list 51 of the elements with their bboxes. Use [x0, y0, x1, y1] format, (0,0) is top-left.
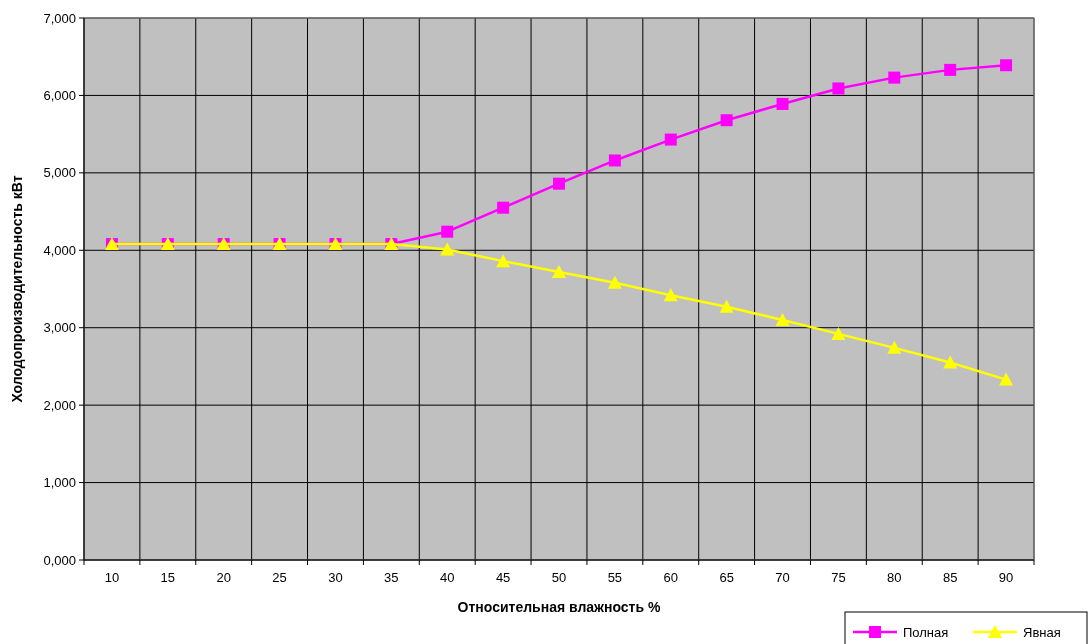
x-tick-label: 20 [216, 570, 231, 585]
point [607, 275, 622, 289]
point [553, 177, 565, 190]
point [943, 355, 958, 369]
x-tick-label: 80 [887, 570, 902, 585]
y-tick-label: 4,000 [43, 242, 76, 258]
point [944, 63, 957, 76]
legend-label: Полная [903, 624, 949, 640]
point [440, 242, 455, 256]
y-tick-label: 5,000 [43, 165, 76, 181]
y-axis-title: Холодопроизводительность кВт [9, 175, 25, 403]
x-tick-label: 15 [160, 570, 176, 585]
x-tick-label: 40 [440, 570, 455, 585]
y-tick-label: 0,000 [43, 552, 76, 568]
point [831, 326, 846, 340]
x-tick-label: 25 [272, 570, 287, 585]
y-tick-label: 7,000 [43, 10, 76, 26]
x-tick-label: 45 [495, 570, 511, 585]
x-tick-label: 75 [831, 570, 846, 585]
x-tick-label: 10 [104, 570, 120, 585]
point [608, 154, 621, 167]
point [441, 225, 454, 238]
x-tick-label: 85 [942, 570, 958, 585]
legend-label: Явная [1023, 624, 1061, 640]
point [497, 201, 510, 214]
x-tick-label: 60 [663, 570, 678, 585]
point [496, 254, 511, 268]
point [776, 97, 789, 110]
x-axis-title: Относительная влажность % [457, 599, 661, 615]
x-tick-label: 90 [998, 570, 1014, 585]
point [887, 340, 902, 354]
point [720, 114, 733, 127]
point [552, 264, 566, 278]
point [1000, 59, 1013, 72]
x-tick-label: 35 [384, 570, 399, 585]
point [663, 288, 678, 302]
y-tick-label: 2,000 [43, 397, 76, 413]
point [999, 372, 1014, 386]
point [775, 312, 790, 326]
point [832, 82, 845, 95]
point [888, 71, 901, 84]
point [664, 133, 677, 146]
y-tick-label: 3,000 [43, 320, 76, 336]
x-tick-label: 55 [607, 570, 623, 585]
y-tick-label: 1,000 [43, 475, 76, 491]
x-tick-label: 65 [719, 570, 734, 585]
x-tick-label: 30 [328, 570, 343, 585]
y-tick-label: 6,000 [43, 87, 76, 103]
x-tick-label: 50 [551, 570, 567, 585]
point [719, 299, 734, 313]
x-tick-label: 70 [775, 570, 790, 585]
